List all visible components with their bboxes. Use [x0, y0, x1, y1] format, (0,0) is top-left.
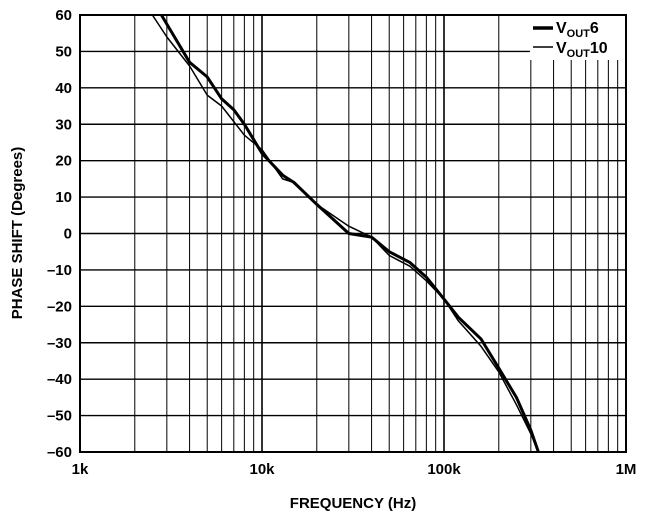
y-tick-label: 40: [55, 80, 72, 97]
y-axis-label: PHASE SHIFT (Degrees): [9, 147, 26, 320]
legend-box: [530, 16, 625, 60]
y-tick-label: 30: [55, 116, 72, 133]
y-tick-label: –60: [47, 444, 72, 461]
x-tick-label: 100k: [427, 461, 461, 478]
x-tick-label: 10k: [249, 461, 275, 478]
plot-frame: [79, 14, 627, 453]
y-tick-label: 50: [55, 43, 72, 60]
legend-label-vout6: VOUT6: [556, 20, 599, 40]
x-tick-label: 1M: [616, 461, 637, 478]
y-tick-label: –10: [47, 262, 72, 279]
y-tick-label: –20: [47, 298, 72, 315]
legend-label-vout10: VOUT10: [556, 40, 608, 60]
series-line-vout10: [151, 14, 540, 453]
y-tick-label: 10: [55, 189, 72, 206]
series-line-vout6: [160, 14, 540, 453]
legend: VOUT6 VOUT10: [530, 16, 625, 60]
y-tick-label: 60: [55, 7, 72, 24]
y-tick-label: –40: [47, 371, 72, 388]
y-tick-label: –30: [47, 335, 72, 352]
series-layer: [151, 14, 540, 453]
y-tick-label: 0: [64, 226, 72, 243]
y-tick-label: 20: [55, 153, 72, 170]
x-tick-label: 1k: [72, 461, 89, 478]
x-axis-label: FREQUENCY (Hz): [290, 495, 416, 512]
y-tick-label: –50: [47, 408, 72, 425]
